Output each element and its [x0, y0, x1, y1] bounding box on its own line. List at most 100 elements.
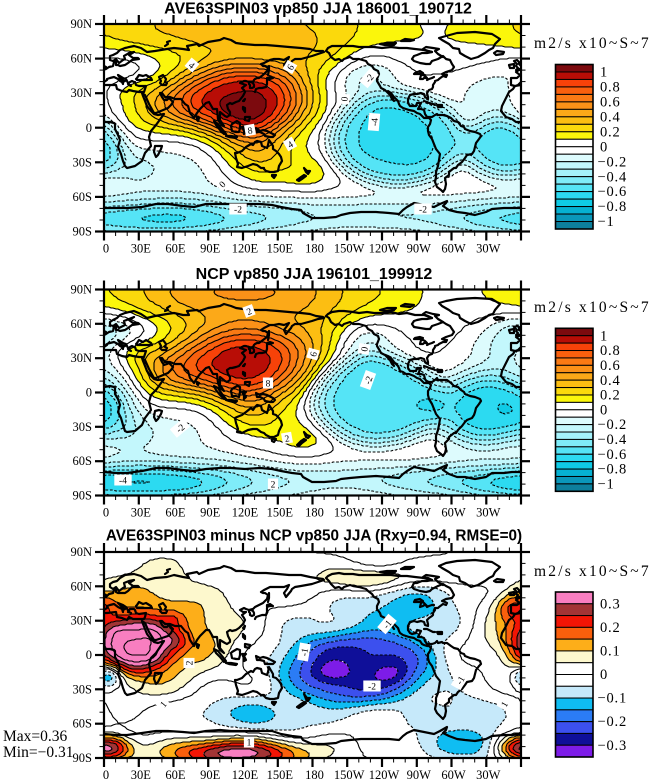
svg-text:−0.2: −0.2: [598, 154, 628, 170]
svg-text:60W: 60W: [441, 242, 466, 256]
svg-text:m2/s x10~S~7: m2/s x10~S~7: [534, 563, 651, 580]
svg-text:4: 4: [286, 140, 295, 151]
svg-text:2: 2: [284, 434, 291, 445]
svg-text:90W: 90W: [407, 506, 432, 520]
svg-text:6: 6: [286, 63, 297, 72]
svg-text:NCP vp850 JJA 196101_199912: NCP vp850 JJA 196101_199912: [196, 266, 433, 283]
svg-text:0.3: 0.3: [600, 596, 621, 612]
svg-text:60S: 60S: [73, 190, 93, 204]
svg-text:60W: 60W: [441, 506, 466, 520]
svg-text:0: 0: [86, 121, 92, 135]
svg-text:0: 0: [600, 139, 608, 155]
svg-text:AVE63SPIN03 vp850 JJA 186001_1: AVE63SPIN03 vp850 JJA 186001_190712: [164, 1, 472, 18]
svg-text:0: 0: [86, 648, 92, 662]
svg-text:30E: 30E: [131, 506, 152, 520]
svg-text:2: 2: [246, 307, 254, 318]
svg-text:8: 8: [266, 380, 271, 390]
svg-text:−0.6: −0.6: [598, 184, 628, 200]
svg-text:4: 4: [186, 61, 196, 72]
svg-text:−0.8: −0.8: [598, 199, 628, 215]
svg-text:−1: −1: [598, 214, 615, 230]
svg-text:90N: 90N: [70, 283, 92, 297]
svg-text:120W: 120W: [369, 242, 400, 256]
svg-text:0.8: 0.8: [600, 80, 621, 96]
svg-text:0.2: 0.2: [600, 124, 621, 140]
svg-text:60N: 60N: [70, 317, 92, 331]
svg-text:90E: 90E: [200, 506, 221, 520]
svg-text:1: 1: [600, 65, 608, 81]
svg-text:60E: 60E: [165, 768, 186, 782]
svg-text:−0.6: −0.6: [598, 447, 628, 463]
svg-text:90W: 90W: [407, 768, 432, 782]
svg-text:90W: 90W: [407, 242, 432, 256]
svg-text:0.2: 0.2: [600, 388, 621, 404]
svg-text:m2/s x10~S~7: m2/s x10~S~7: [534, 35, 651, 52]
svg-text:120E: 120E: [232, 768, 259, 782]
svg-text:−0.4: −0.4: [598, 169, 628, 185]
svg-text:90N: 90N: [70, 545, 92, 559]
svg-text:8: 8: [247, 126, 254, 137]
svg-text:1: 1: [247, 739, 252, 749]
svg-text:0: 0: [103, 768, 109, 782]
svg-text:Min=−0.31: Min=−0.31: [3, 744, 73, 761]
svg-text:120E: 120E: [232, 506, 259, 520]
svg-text:180: 180: [305, 242, 324, 256]
svg-text:120W: 120W: [369, 768, 400, 782]
svg-text:2: 2: [271, 481, 276, 491]
svg-text:0: 0: [340, 96, 350, 102]
svg-text:90N: 90N: [70, 17, 92, 31]
svg-text:0: 0: [600, 667, 608, 683]
svg-text:30N: 30N: [70, 86, 92, 100]
svg-text:-1: -1: [300, 647, 311, 657]
svg-text:150E: 150E: [267, 506, 294, 520]
svg-text:0: 0: [86, 386, 92, 400]
svg-text:−0.4: −0.4: [598, 432, 628, 448]
svg-text:30N: 30N: [70, 351, 92, 365]
svg-text:0: 0: [103, 242, 109, 256]
svg-text:150W: 150W: [334, 242, 365, 256]
svg-text:0.8: 0.8: [600, 343, 621, 359]
svg-text:1: 1: [159, 700, 170, 710]
svg-text:−0.1: −0.1: [598, 691, 628, 707]
svg-text:30S: 30S: [73, 155, 93, 169]
svg-text:90E: 90E: [200, 242, 221, 256]
svg-text:0.6: 0.6: [600, 95, 621, 111]
svg-text:150E: 150E: [267, 242, 294, 256]
svg-text:−0.8: −0.8: [598, 462, 628, 478]
svg-text:30E: 30E: [131, 242, 152, 256]
svg-text:150W: 150W: [334, 768, 365, 782]
svg-text:30S: 30S: [73, 682, 93, 696]
svg-text:30S: 30S: [73, 420, 93, 434]
svg-text:0: 0: [103, 506, 109, 520]
svg-text:-2: -2: [363, 375, 375, 386]
svg-text:180: 180: [305, 506, 324, 520]
svg-text:0.2: 0.2: [600, 620, 621, 636]
svg-text:30W: 30W: [476, 242, 501, 256]
svg-text:1: 1: [500, 700, 511, 709]
svg-text:60E: 60E: [165, 242, 186, 256]
svg-text:180: 180: [305, 768, 324, 782]
svg-text:90S: 90S: [73, 489, 93, 503]
svg-text:90E: 90E: [200, 768, 221, 782]
svg-text:0.4: 0.4: [600, 373, 621, 389]
svg-text:0.1: 0.1: [600, 644, 621, 660]
svg-text:−0.3: −0.3: [598, 738, 628, 754]
svg-text:AVE63SPIN03 minus NCP vp850 JJ: AVE63SPIN03 minus NCP vp850 JJA (Rxy=0.9…: [106, 528, 522, 545]
svg-text:0: 0: [600, 402, 608, 418]
svg-text:120E: 120E: [232, 242, 259, 256]
svg-text:30W: 30W: [476, 506, 501, 520]
svg-text:150W: 150W: [334, 506, 365, 520]
svg-text:0: 0: [218, 180, 229, 191]
svg-text:-2: -2: [368, 683, 376, 693]
svg-text:60N: 60N: [70, 579, 92, 593]
svg-text:60S: 60S: [73, 454, 93, 468]
svg-text:0.4: 0.4: [600, 109, 621, 125]
svg-text:150E: 150E: [267, 768, 294, 782]
svg-text:90S: 90S: [73, 225, 93, 239]
svg-text:60N: 60N: [70, 52, 92, 66]
svg-text:30W: 30W: [476, 768, 501, 782]
svg-text:60E: 60E: [165, 506, 186, 520]
svg-text:60W: 60W: [441, 768, 466, 782]
svg-text:-4: -4: [370, 118, 381, 127]
svg-text:-2: -2: [419, 206, 427, 216]
